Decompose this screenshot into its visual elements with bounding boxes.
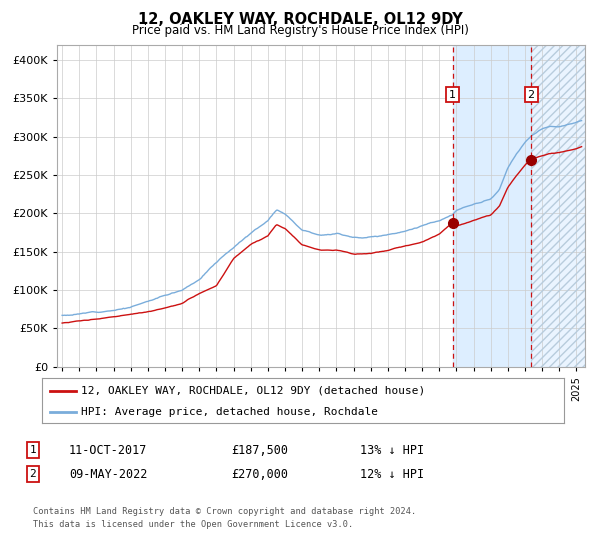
Text: 2: 2 (527, 90, 535, 100)
Text: Contains HM Land Registry data © Crown copyright and database right 2024.: Contains HM Land Registry data © Crown c… (33, 507, 416, 516)
Text: 1: 1 (29, 445, 37, 455)
Text: 12% ↓ HPI: 12% ↓ HPI (360, 468, 424, 481)
Text: 13% ↓ HPI: 13% ↓ HPI (360, 444, 424, 457)
Text: 1: 1 (449, 90, 456, 100)
Text: 09-MAY-2022: 09-MAY-2022 (69, 468, 148, 481)
Bar (531, 45, 585, 367)
Bar (452, 45, 531, 367)
Text: £270,000: £270,000 (231, 468, 288, 481)
Text: 12, OAKLEY WAY, ROCHDALE, OL12 9DY (detached house): 12, OAKLEY WAY, ROCHDALE, OL12 9DY (deta… (81, 385, 425, 395)
Text: 2: 2 (29, 469, 37, 479)
Text: 12, OAKLEY WAY, ROCHDALE, OL12 9DY: 12, OAKLEY WAY, ROCHDALE, OL12 9DY (137, 12, 463, 27)
Text: HPI: Average price, detached house, Rochdale: HPI: Average price, detached house, Roch… (81, 407, 378, 417)
Text: 11-OCT-2017: 11-OCT-2017 (69, 444, 148, 457)
Text: This data is licensed under the Open Government Licence v3.0.: This data is licensed under the Open Gov… (33, 520, 353, 529)
Bar (531, 45, 585, 367)
Text: Price paid vs. HM Land Registry's House Price Index (HPI): Price paid vs. HM Land Registry's House … (131, 24, 469, 36)
Text: £187,500: £187,500 (231, 444, 288, 457)
